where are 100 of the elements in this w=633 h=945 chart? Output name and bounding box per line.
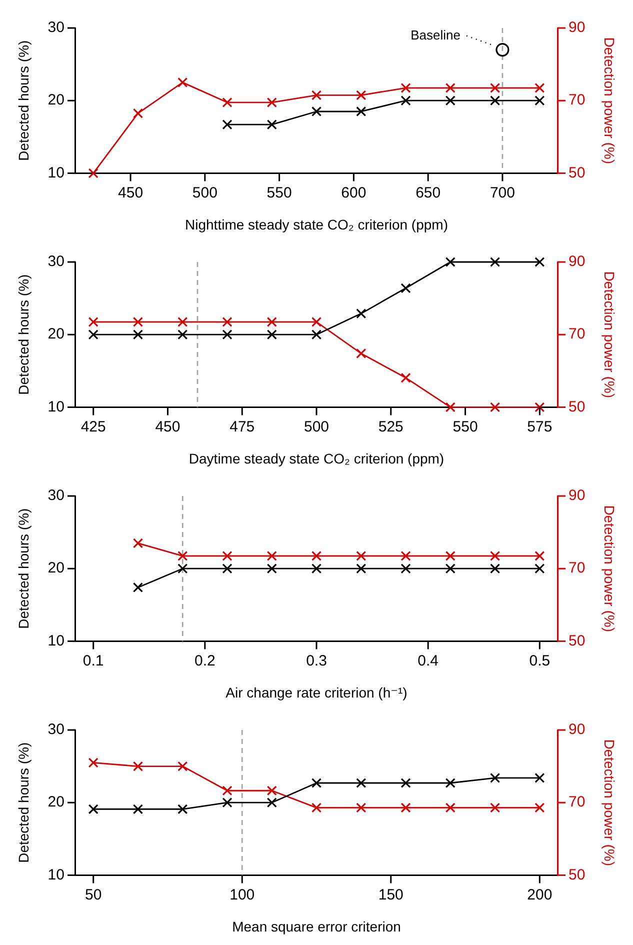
point	[88, 316, 98, 327]
x-axis-title: Mean square error criterion	[232, 918, 401, 934]
point	[534, 772, 545, 783]
y2-axis-title: Detection power (%)	[602, 37, 618, 164]
point	[178, 316, 188, 327]
point	[178, 77, 188, 88]
x-tick-label: 525	[378, 418, 404, 436]
annotation: Baseline	[410, 27, 460, 42]
y-axis-title: Detected hours (%)	[15, 40, 32, 161]
point	[311, 106, 322, 117]
point	[178, 761, 188, 772]
y-tick-label: 30	[48, 487, 64, 504]
point	[266, 316, 277, 327]
point	[132, 804, 144, 814]
point	[445, 778, 456, 788]
y-axis-title: Detected hours (%)	[15, 508, 32, 629]
point	[400, 802, 411, 813]
y2-axis-title: Detection power (%)	[602, 739, 618, 866]
point	[490, 402, 500, 412]
point	[356, 90, 366, 100]
point	[266, 330, 277, 340]
point	[534, 402, 545, 412]
point	[266, 97, 277, 108]
point	[311, 90, 322, 100]
point	[266, 120, 277, 130]
y-tick-label: 20	[48, 326, 64, 343]
point	[400, 283, 411, 294]
point	[490, 82, 500, 93]
x-tick-label: 500	[304, 418, 330, 436]
y-axis-title: Detected hours (%)	[15, 274, 32, 395]
point	[132, 108, 144, 118]
x-tick-label: 0.2	[194, 652, 216, 670]
x-tick-label: 550	[452, 418, 478, 436]
point	[178, 804, 188, 814]
y-tick-label: 30	[48, 19, 64, 36]
point	[222, 120, 232, 130]
x-tick-label: 0.3	[306, 652, 327, 670]
y2-axis-title: Detection power (%)	[602, 271, 618, 398]
point	[132, 316, 144, 327]
point	[445, 82, 456, 93]
point	[88, 758, 98, 768]
point	[222, 97, 232, 108]
x-tick-label: 475	[230, 418, 255, 436]
point	[311, 778, 322, 788]
y2-tick-label: 90	[568, 253, 586, 270]
point	[445, 802, 456, 813]
point	[534, 96, 545, 106]
y2-tick-label: 50	[568, 632, 586, 650]
point	[445, 256, 456, 268]
y2-axis-title: Detection power (%)	[602, 505, 618, 632]
x-axis-title: Air change rate criterion (h⁻¹)	[226, 684, 408, 700]
y2-tick-label: 50	[568, 866, 586, 884]
point	[311, 316, 322, 327]
y-tick-label: 30	[48, 721, 64, 738]
x-tick-label: 650	[416, 184, 441, 202]
point	[356, 106, 366, 117]
y2-tick-label: 50	[568, 164, 586, 182]
x-tick-label: 425	[80, 418, 106, 436]
x-tick-label: 0.5	[529, 652, 550, 670]
x-tick-label: 450	[155, 418, 180, 436]
y2-tick-label: 70	[568, 560, 586, 577]
point	[222, 786, 232, 796]
y-tick-label: 10	[48, 632, 64, 650]
point	[534, 82, 545, 93]
point	[534, 256, 545, 268]
y2-tick-label: 50	[568, 398, 586, 416]
x-axis-title: Nighttime steady state CO₂ criterion (ppm)	[185, 216, 448, 232]
point	[400, 96, 411, 106]
y-tick-label: 20	[48, 794, 64, 811]
point	[311, 802, 322, 813]
point	[88, 168, 98, 178]
point	[400, 778, 411, 788]
point	[490, 772, 500, 783]
x-axis-title: Daytime steady state CO₂ criterion (ppm)	[188, 450, 444, 466]
point	[88, 330, 98, 340]
y-tick-label: 20	[48, 92, 64, 109]
point	[356, 348, 366, 359]
point	[496, 42, 510, 57]
point	[178, 330, 188, 340]
point	[356, 778, 366, 788]
x-tick-label: 550	[266, 184, 292, 202]
point	[311, 330, 322, 340]
point	[222, 798, 232, 808]
x-tick-label: 100	[230, 886, 255, 904]
y-tick-label: 30	[48, 253, 64, 270]
point	[266, 798, 277, 808]
point	[490, 256, 500, 268]
point	[132, 761, 144, 772]
y2-tick-label: 70	[568, 794, 586, 811]
y2-tick-label: 70	[568, 92, 586, 109]
x-tick-label: 150	[378, 886, 404, 904]
point	[490, 802, 500, 813]
y-tick-label: 10	[48, 398, 64, 416]
x-tick-label: 200	[527, 886, 552, 904]
y2-tick-label: 70	[568, 326, 586, 343]
point	[132, 330, 144, 340]
point	[400, 82, 411, 93]
point	[266, 786, 277, 796]
x-tick-label: 0.1	[82, 652, 104, 670]
point	[445, 96, 456, 106]
